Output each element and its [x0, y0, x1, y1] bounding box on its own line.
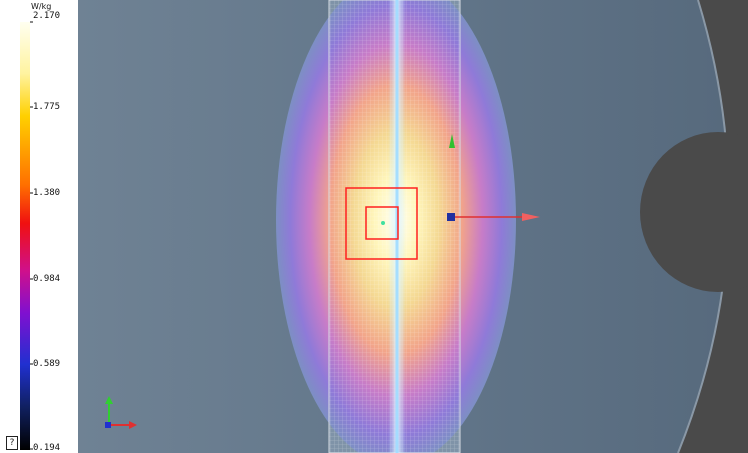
scale-tick: 0.589 — [33, 359, 61, 369]
scale-tick: 0.984 — [33, 274, 61, 284]
scale-tick: 1.775 — [33, 102, 61, 112]
color-scale-unit: W/kg — [31, 2, 52, 11]
scale-tick-min: 0.194 — [33, 443, 61, 453]
scene — [78, 0, 748, 453]
phantom-edge — [640, 0, 748, 453]
3d-viewport[interactable] — [78, 0, 748, 453]
color-scale-bar — [20, 21, 33, 450]
help-icon[interactable]: ? — [6, 436, 18, 450]
scale-tick: 1.380 — [33, 188, 61, 198]
xyz-axis-icon — [105, 396, 137, 429]
color-scale-legend: W/kg 2.170 1.775 — [0, 0, 78, 453]
translate-arrows-icon[interactable] — [447, 134, 540, 221]
scale-tick-max: 2.170 — [33, 11, 61, 21]
zoom-scan-boxes[interactable] — [345, 187, 418, 260]
scan-grid — [276, 0, 516, 453]
